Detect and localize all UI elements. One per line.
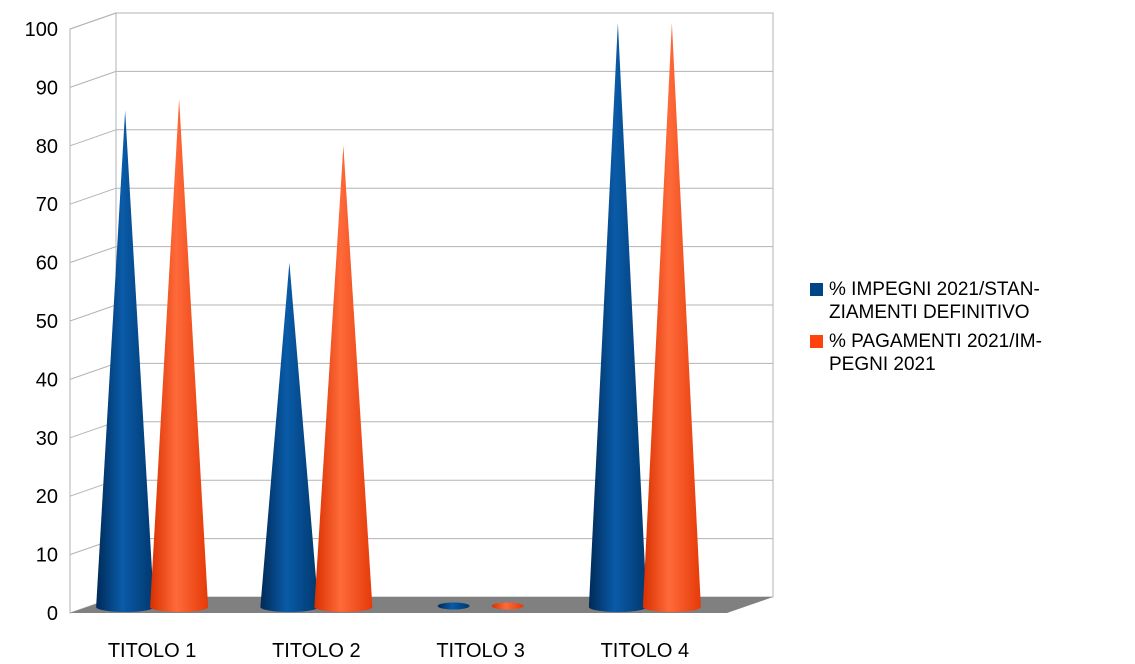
legend-item-pagamenti: % PAGAMENTI 2021/IM- PEGNI 2021 <box>810 330 1130 376</box>
y-tick-label: 70 <box>36 194 58 216</box>
gridline-side <box>69 70 117 88</box>
y-tick-label: 80 <box>36 136 58 158</box>
gridline-side <box>69 246 117 264</box>
cone-base <box>491 602 524 610</box>
data-marks <box>96 23 701 613</box>
y-tick-label: 40 <box>36 369 58 391</box>
legend: % IMPEGNI 2021/STAN- ZIAMENTI DEFINITIVO… <box>810 278 1130 382</box>
gridline-side <box>69 362 117 380</box>
y-axis-ticks: 0 10 20 30 40 50 60 70 80 90 100 <box>25 19 58 625</box>
x-tick-label: TITOLO 1 <box>108 640 197 662</box>
y-tick-label: 100 <box>25 19 58 41</box>
x-tick-label: TITOLO 2 <box>272 640 361 662</box>
cone-base <box>437 602 470 610</box>
cone <box>588 23 647 612</box>
y-tick-label: 20 <box>36 486 58 508</box>
legend-label-impegni: % IMPEGNI 2021/STAN- ZIAMENTI DEFINITIVO <box>829 279 1040 323</box>
bar-impegni-1 <box>96 110 155 612</box>
y-tick-label: 60 <box>36 253 58 275</box>
x-axis-ticks: TITOLO 1 TITOLO 2 TITOLO 3 TITOLO 4 <box>108 640 689 662</box>
gridline-side <box>69 12 117 30</box>
bar-impegni-2 <box>260 262 319 612</box>
bar-impegni-4 <box>588 23 647 612</box>
bar-pagamenti-2 <box>314 145 373 612</box>
y-tick-label: 0 <box>47 603 58 625</box>
x-tick-label: TITOLO 4 <box>601 640 690 662</box>
bar-impegni-3 <box>437 602 470 610</box>
cone <box>260 262 319 612</box>
legend-item-impegni: % IMPEGNI 2021/STAN- ZIAMENTI DEFINITIVO <box>810 278 1130 324</box>
bar-pagamenti-1 <box>150 98 209 613</box>
bar-pagamenti-3 <box>491 602 524 610</box>
x-tick-label: TITOLO 3 <box>436 640 525 662</box>
cone <box>314 145 373 612</box>
cone <box>150 98 209 613</box>
legend-swatch-pagamenti <box>810 335 823 348</box>
gridline-side <box>69 129 117 147</box>
legend-swatch-impegni <box>810 283 823 296</box>
y-tick-label: 30 <box>36 428 58 450</box>
y-tick-label: 90 <box>36 77 58 99</box>
gridline-side <box>69 304 117 322</box>
bar-pagamenti-4 <box>642 23 701 612</box>
y-tick-label: 50 <box>36 311 58 333</box>
cone <box>96 110 155 612</box>
legend-label-pagamenti: % PAGAMENTI 2021/IM- PEGNI 2021 <box>829 331 1042 375</box>
y-tick-label: 10 <box>36 545 58 567</box>
cone <box>642 23 701 612</box>
gridline-side <box>69 187 117 205</box>
